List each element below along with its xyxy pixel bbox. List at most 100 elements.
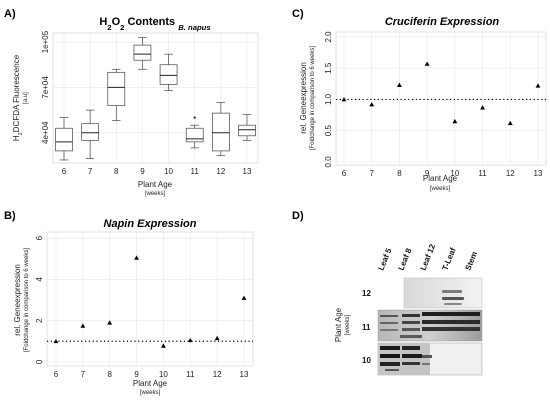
data-point xyxy=(214,335,220,341)
x-tick-label: 7 xyxy=(81,370,86,379)
panel-b-x-ticks: 6 7 8 9 10 11 12 13 xyxy=(54,370,249,379)
panel-b-ylabel: rel. Geneexpression xyxy=(13,264,22,336)
data-point xyxy=(535,83,541,88)
box-body xyxy=(107,71,126,106)
blot-band xyxy=(422,327,480,331)
panel-a-plot-frame xyxy=(52,32,259,164)
data-point xyxy=(80,323,86,328)
panel-c-x-ticks: 6 7 8 9 10 11 12 13 xyxy=(342,169,543,178)
panel-a-y-ticks: 4e+04 7e+04 1e+05 xyxy=(41,30,50,144)
panel-a-ylabel-sub: [a.u] xyxy=(23,92,29,104)
panel-b-plot-frame xyxy=(46,231,254,367)
panel-a-ylabel: H2DCFDA Fluorescence xyxy=(12,54,24,141)
panel-a: A) H2O2 Contents B. napus 4e+04 7e+04 1e+0… xyxy=(4,8,259,197)
blot-row-12 xyxy=(403,277,483,309)
data-point xyxy=(53,338,59,344)
box-body xyxy=(55,127,73,152)
y-tick-label: 0 xyxy=(35,359,44,364)
blot-band xyxy=(444,303,462,305)
box-body xyxy=(185,127,204,143)
blot-row-label-12: 12 xyxy=(362,289,371,298)
panel-b-title: Napin Expression xyxy=(104,218,197,230)
blot-band xyxy=(402,314,420,317)
blot-band xyxy=(402,328,420,331)
x-tick-label: 13 xyxy=(243,167,252,176)
x-tick-label: 6 xyxy=(62,167,67,176)
blot-row-label-10: 10 xyxy=(362,356,371,365)
blot-band xyxy=(380,315,398,317)
panel-c-y-ticks: 0.0 0.5 1.0 1.5 2.0 xyxy=(324,31,333,168)
panel-b-y-ticks: 0 2 4 6 xyxy=(35,235,44,364)
x-tick-label: 13 xyxy=(534,169,543,178)
data-point xyxy=(187,337,193,343)
blot-band xyxy=(442,297,464,300)
data-point xyxy=(134,255,139,260)
panel-c-ylabel: rel. Geneexpression xyxy=(299,62,308,134)
y-tick-label: 1.5 xyxy=(324,62,333,74)
panel-a-letter: A) xyxy=(4,8,16,20)
data-point xyxy=(241,295,247,300)
blot-col-leaf-8: Leaf 8 xyxy=(397,246,414,271)
y-tick-label: 0.5 xyxy=(324,125,333,137)
blot-band xyxy=(422,355,432,358)
data-point xyxy=(369,102,375,107)
box-outlier xyxy=(193,116,196,119)
x-tick-label: 12 xyxy=(213,370,222,379)
y-tick-label: 4 xyxy=(35,277,44,282)
x-tick-label: 6 xyxy=(54,370,59,379)
panel-d-letter: D) xyxy=(292,210,304,222)
data-point xyxy=(397,82,402,87)
panel-b-ylabel-sub: [Foldchange in comparison to 6 weeks] xyxy=(24,248,30,352)
panel-b-xlabel-sub: [weeks] xyxy=(140,390,161,396)
box-body xyxy=(212,112,230,152)
blot-col-t-leaf: T-Leaf xyxy=(441,246,458,272)
x-tick-label: 8 xyxy=(107,370,112,379)
y-tick-label: 1.0 xyxy=(324,93,333,105)
data-point xyxy=(341,97,347,102)
data-point xyxy=(107,320,113,325)
panel-c-points xyxy=(341,61,541,126)
data-point xyxy=(161,343,166,348)
panel-b: B) Napin Expression 0 2 4 6 6 7 8 9 10 11 12 13 Pl… xyxy=(4,210,254,396)
blot-row-label-11: 11 xyxy=(362,323,371,332)
box-body xyxy=(133,44,152,61)
blot-band xyxy=(380,362,400,366)
x-tick-label: 13 xyxy=(240,370,249,379)
box-body xyxy=(159,64,178,85)
panel-a-xlabel-sub: [weeks] xyxy=(145,191,166,197)
panel-c-ylabel-sub: [Foldchange in comparison to 6 weeks] xyxy=(310,46,316,150)
panel-c-grid xyxy=(336,32,546,165)
blot-band xyxy=(402,362,420,365)
panel-c-plot-frame xyxy=(335,31,547,166)
panel-c-xlabel-sub: [weeks] xyxy=(430,186,451,192)
panel-a-boxes xyxy=(55,37,256,161)
box-body xyxy=(238,124,256,137)
blot-band xyxy=(422,363,430,365)
y-tick-label: 2.0 xyxy=(324,31,333,43)
x-tick-label: 12 xyxy=(216,167,225,176)
panel-c-title: Cruciferin Expression xyxy=(385,16,500,28)
panel-b-xlabel: Plant Age xyxy=(133,379,168,388)
blot-ylabel: Plant Age xyxy=(334,307,343,342)
data-point xyxy=(480,105,485,110)
blot-band xyxy=(385,369,399,371)
panel-a-x-ticks: 6 7 8 9 10 11 12 13 xyxy=(62,167,252,176)
blot-col-stem: Stem xyxy=(464,250,480,272)
x-tick-label: 11 xyxy=(186,370,195,379)
x-tick-label: 8 xyxy=(114,167,119,176)
x-tick-label: 10 xyxy=(164,167,173,176)
panel-b-letter: B) xyxy=(4,210,16,222)
blot-band xyxy=(380,329,398,331)
x-tick-label: 9 xyxy=(134,370,139,379)
blot-row-10 xyxy=(377,342,483,376)
y-tick-label: 1e+05 xyxy=(41,30,50,53)
y-tick-label: 7e+04 xyxy=(41,76,50,99)
data-point xyxy=(507,120,513,126)
x-tick-label: 7 xyxy=(369,169,374,178)
blot-ylabel-sub: [weeks] xyxy=(345,314,351,335)
panel-c: C) Cruciferin Expression 0.0 0.5 1.0 1.5 2.0… xyxy=(292,8,547,192)
x-tick-label: 11 xyxy=(478,169,487,178)
y-tick-label: 6 xyxy=(35,235,44,240)
blot-col-leaf-5: Leaf 5 xyxy=(377,246,394,271)
